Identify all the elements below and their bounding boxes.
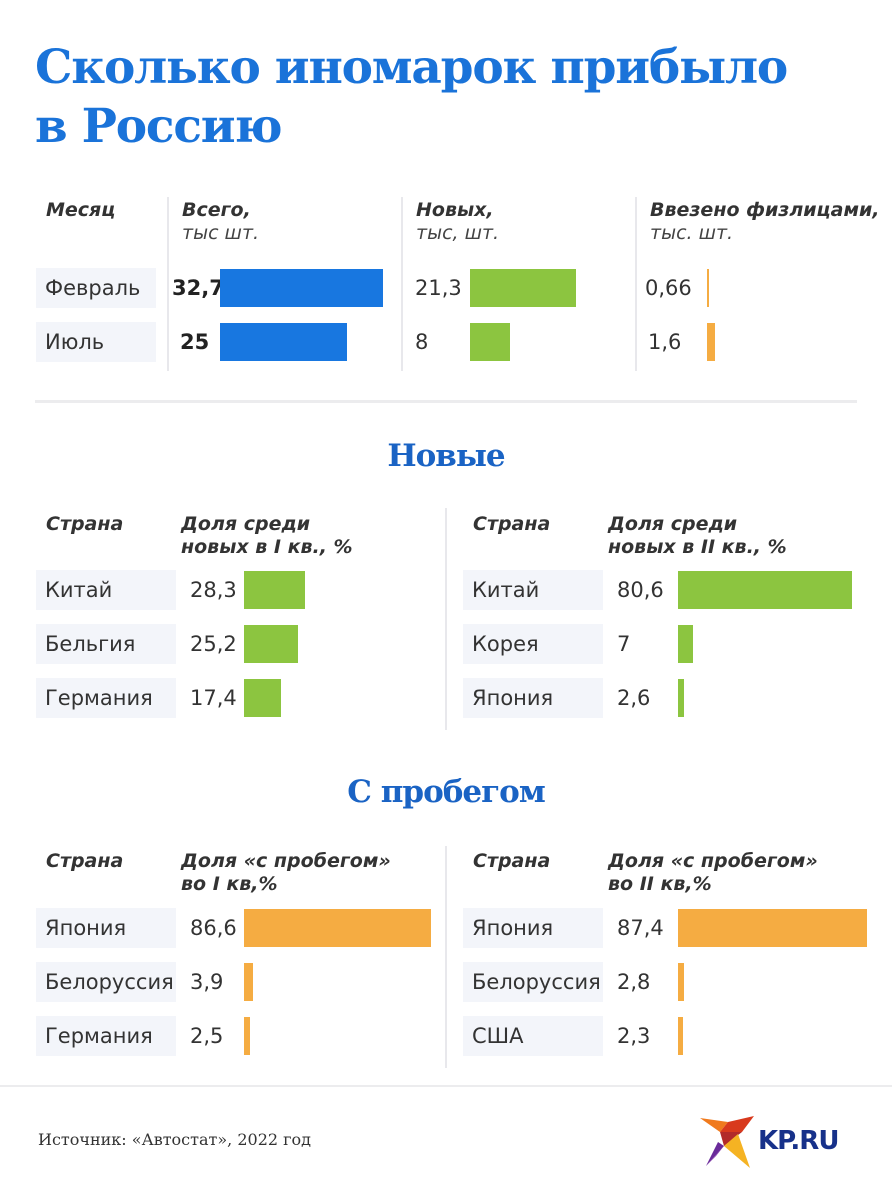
share-value: 7 bbox=[617, 632, 631, 656]
country-label: США bbox=[463, 1016, 603, 1056]
private-bar bbox=[707, 323, 715, 361]
share-value: 25,2 bbox=[190, 632, 237, 656]
new-value: 21,3 bbox=[415, 276, 462, 300]
header-country: Страна bbox=[46, 850, 124, 872]
share-bar bbox=[678, 571, 852, 609]
month-label: Февраль bbox=[36, 268, 156, 308]
total-value: 25 bbox=[180, 330, 210, 354]
kp-logo[interactable]: KP.RU bbox=[698, 1112, 868, 1172]
header-private: Ввезено физлицами, тыс. шт. bbox=[650, 199, 880, 244]
share-value: 28,3 bbox=[190, 578, 237, 602]
share-bar bbox=[678, 1017, 683, 1055]
country-label: Япония bbox=[463, 678, 603, 718]
column-divider bbox=[445, 508, 447, 730]
share-bar bbox=[244, 571, 305, 609]
share-value: 2,5 bbox=[190, 1024, 224, 1048]
share-bar bbox=[244, 679, 281, 717]
column-divider bbox=[635, 197, 637, 371]
share-value: 2,6 bbox=[617, 686, 651, 710]
column-divider bbox=[445, 846, 447, 1068]
country-label: Китай bbox=[36, 570, 176, 610]
share-value: 2,3 bbox=[617, 1024, 651, 1048]
header-country: Страна bbox=[473, 513, 551, 535]
column-divider bbox=[401, 197, 403, 371]
share-bar bbox=[244, 909, 431, 947]
private-bar bbox=[707, 269, 709, 307]
share-bar bbox=[244, 625, 298, 663]
private-value: 0,66 bbox=[645, 276, 692, 300]
section-title-new: Новые bbox=[387, 438, 505, 474]
share-value: 3,9 bbox=[190, 970, 224, 994]
country-label: Германия bbox=[36, 1016, 176, 1056]
section-title-used: С пробегом bbox=[347, 774, 546, 810]
month-label: Июль bbox=[36, 322, 156, 362]
share-value: 2,8 bbox=[617, 970, 651, 994]
logo-text: KP.RU bbox=[758, 1126, 839, 1156]
share-bar bbox=[678, 963, 684, 1001]
new-bar bbox=[470, 323, 510, 361]
share-value: 80,6 bbox=[617, 578, 664, 602]
swallow-bird-icon bbox=[700, 1116, 754, 1168]
country-label: Бельгия bbox=[36, 624, 176, 664]
share-bar bbox=[678, 909, 867, 947]
header-share: Доля среди новых в I кв., % bbox=[181, 513, 353, 558]
header-share: Доля «с пробегом» во II кв,% bbox=[608, 850, 818, 895]
share-value: 86,6 bbox=[190, 916, 237, 940]
country-label: Белоруссия bbox=[36, 962, 176, 1002]
total-bar bbox=[220, 269, 383, 307]
country-label: Япония bbox=[36, 908, 176, 948]
new-bar bbox=[470, 269, 576, 307]
country-label: Китай bbox=[463, 570, 603, 610]
footer-divider bbox=[0, 1085, 892, 1087]
total-bar bbox=[220, 323, 347, 361]
share-bar bbox=[678, 625, 693, 663]
header-month: Месяц bbox=[46, 199, 116, 221]
header-share: Доля среди новых в II кв., % bbox=[608, 513, 787, 558]
share-value: 87,4 bbox=[617, 916, 664, 940]
private-value: 1,6 bbox=[648, 330, 682, 354]
share-bar bbox=[678, 679, 684, 717]
country-label: Белоруссия bbox=[463, 962, 603, 1002]
header-share: Доля «с пробегом» во I кв,% bbox=[181, 850, 391, 895]
header-country: Страна bbox=[473, 850, 551, 872]
share-value: 17,4 bbox=[190, 686, 237, 710]
column-divider bbox=[167, 197, 169, 371]
country-label: Япония bbox=[463, 908, 603, 948]
source-note: Источник: «Автостат», 2022 год bbox=[38, 1130, 312, 1149]
new-value: 8 bbox=[415, 330, 429, 354]
share-bar bbox=[244, 963, 253, 1001]
page-title: Сколько иномарок прибыло в Россию bbox=[35, 38, 875, 156]
section-divider bbox=[35, 400, 857, 403]
country-label: Корея bbox=[463, 624, 603, 664]
header-country: Страна bbox=[46, 513, 124, 535]
header-total: Всего, тыс шт. bbox=[182, 199, 260, 244]
share-bar bbox=[244, 1017, 250, 1055]
total-value: 32,7 bbox=[172, 276, 224, 300]
header-new: Новых, тыс, шт. bbox=[416, 199, 500, 244]
title-line-2: в Россию bbox=[35, 99, 283, 154]
country-label: Германия bbox=[36, 678, 176, 718]
title-line-1: Сколько иномарок прибыло bbox=[35, 40, 788, 95]
